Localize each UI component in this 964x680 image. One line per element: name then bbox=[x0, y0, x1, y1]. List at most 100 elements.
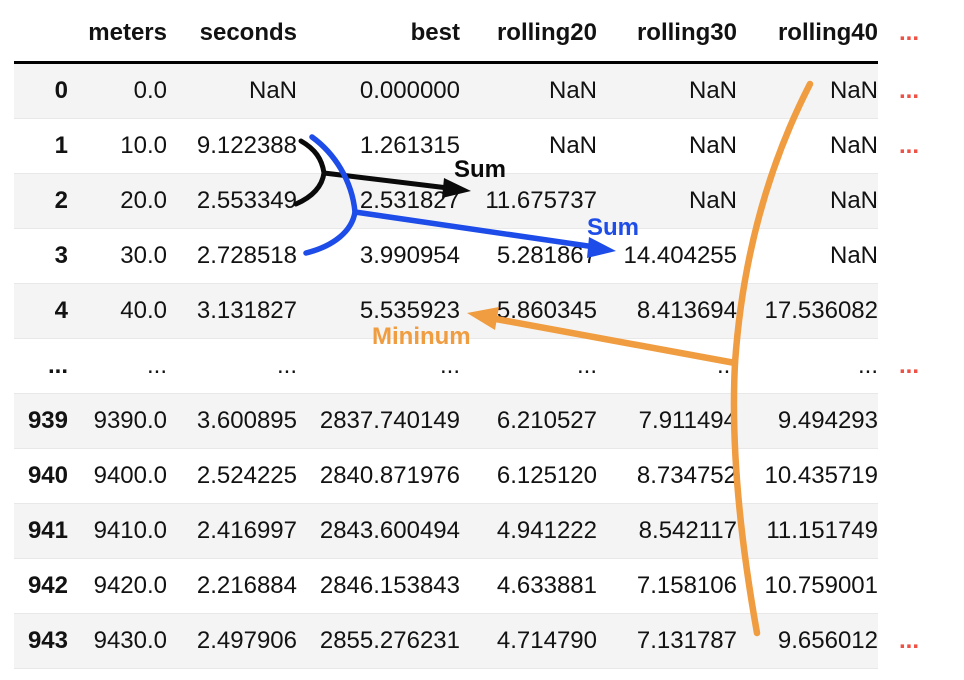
table-cell: 2.216884 bbox=[167, 558, 297, 614]
column-header-index bbox=[14, 4, 68, 64]
row-index: ... bbox=[14, 338, 68, 394]
table-cell: 14.404255 bbox=[597, 228, 737, 284]
table-cell: 2.531827 bbox=[297, 173, 460, 229]
table-cell: 8.413694 bbox=[597, 283, 737, 339]
minimum-label: Mininum bbox=[372, 323, 471, 350]
column-header-rolling40: rolling40 bbox=[737, 4, 878, 64]
table-cell: 5.860345 bbox=[460, 283, 597, 339]
more-columns-ellipsis bbox=[878, 394, 964, 449]
table-row: 942 9420.0 2.216884 2846.153843 4.633881… bbox=[14, 558, 964, 614]
row-index: 3 bbox=[14, 228, 68, 284]
table-cell: 0.0 bbox=[68, 62, 167, 119]
column-header-rolling30: rolling30 bbox=[597, 4, 737, 64]
table-cell: 9.494293 bbox=[737, 393, 878, 449]
table-cell: 2843.600494 bbox=[297, 503, 460, 559]
table-cell: 0.000000 bbox=[297, 62, 460, 119]
table-cell: 9.656012 bbox=[737, 613, 878, 669]
more-columns-ellipsis: ... bbox=[898, 352, 919, 379]
table-cell: 2.728518 bbox=[167, 228, 297, 284]
table-cell: 8.542117 bbox=[597, 503, 737, 559]
table-cell: 8.734752 bbox=[597, 448, 737, 504]
table-cell: 2840.871976 bbox=[297, 448, 460, 504]
more-columns-ellipsis bbox=[878, 284, 964, 339]
header-row: meters seconds best rolling20 rolling30 … bbox=[14, 4, 964, 64]
dataframe-table: meters seconds best rolling20 rolling30 … bbox=[14, 4, 964, 669]
table-row: 941 9410.0 2.416997 2843.600494 4.941222… bbox=[14, 503, 964, 559]
table-cell: 9420.0 bbox=[68, 558, 167, 614]
table-cell: 9400.0 bbox=[68, 448, 167, 504]
table-cell: 9410.0 bbox=[68, 503, 167, 559]
table-cell: 2.524225 bbox=[167, 448, 297, 504]
table-cell: ... bbox=[460, 338, 597, 394]
more-columns-ellipsis bbox=[878, 229, 964, 284]
row-index: 939 bbox=[14, 393, 68, 449]
table-cell: 5.535923 bbox=[297, 283, 460, 339]
row-index: 942 bbox=[14, 558, 68, 614]
table-cell: NaN bbox=[597, 118, 737, 174]
table-cell: ... bbox=[68, 338, 167, 394]
table-cell: 4.633881 bbox=[460, 558, 597, 614]
more-columns-ellipsis: ... bbox=[898, 19, 919, 47]
table-cell: NaN bbox=[737, 62, 878, 119]
column-header-meters: meters bbox=[68, 4, 167, 64]
table-cell: 20.0 bbox=[68, 173, 167, 229]
table-cell: 9430.0 bbox=[68, 613, 167, 669]
more-columns-ellipsis: ... bbox=[898, 132, 919, 159]
column-header-seconds: seconds bbox=[167, 4, 297, 64]
table-cell: NaN bbox=[737, 173, 878, 229]
table-row: 943 9430.0 2.497906 2855.276231 4.714790… bbox=[14, 613, 964, 669]
table-cell: NaN bbox=[737, 228, 878, 284]
table-cell: 6.125120 bbox=[460, 448, 597, 504]
table-cell: NaN bbox=[597, 62, 737, 119]
table-row: 0 0.0 NaN 0.000000 NaN NaN NaN ... bbox=[14, 62, 964, 119]
row-index: 941 bbox=[14, 503, 68, 559]
column-header-best: best bbox=[297, 4, 460, 64]
table-cell: 3.131827 bbox=[167, 283, 297, 339]
row-index: 943 bbox=[14, 613, 68, 669]
table-cell: 40.0 bbox=[68, 283, 167, 339]
row-index: 4 bbox=[14, 283, 68, 339]
table-cell: ... bbox=[597, 338, 737, 394]
table-cell: 11.151749 bbox=[737, 503, 878, 559]
table-cell: 6.210527 bbox=[460, 393, 597, 449]
table-cell: 2837.740149 bbox=[297, 393, 460, 449]
table-cell: NaN bbox=[167, 62, 297, 119]
table-cell: NaN bbox=[597, 173, 737, 229]
row-index: 940 bbox=[14, 448, 68, 504]
table-cell: NaN bbox=[460, 118, 597, 174]
table-row: 939 9390.0 3.600895 2837.740149 6.210527… bbox=[14, 393, 964, 449]
table-cell: 9390.0 bbox=[68, 393, 167, 449]
more-columns-ellipsis: ... bbox=[898, 627, 919, 654]
more-columns-ellipsis bbox=[878, 504, 964, 559]
table-cell: 4.714790 bbox=[460, 613, 597, 669]
more-columns-ellipsis bbox=[878, 449, 964, 504]
sum-label-black: Sum bbox=[454, 156, 507, 183]
table-cell: 5.281867 bbox=[460, 228, 597, 284]
table-row: 3 30.0 2.728518 3.990954 5.281867 14.404… bbox=[14, 228, 964, 284]
row-index: 1 bbox=[14, 118, 68, 174]
table-cell: 2.416997 bbox=[167, 503, 297, 559]
table-cell: NaN bbox=[737, 118, 878, 174]
row-index: 0 bbox=[14, 62, 68, 119]
table-cell: 17.536082 bbox=[737, 283, 878, 339]
table-row: 4 40.0 3.131827 5.535923 5.860345 8.4136… bbox=[14, 283, 964, 339]
table-cell: 3.990954 bbox=[297, 228, 460, 284]
table-cell: 7.158106 bbox=[597, 558, 737, 614]
sum-label-blue: Sum bbox=[587, 214, 640, 241]
table-row: 940 9400.0 2.524225 2840.871976 6.125120… bbox=[14, 448, 964, 504]
table-cell: 10.0 bbox=[68, 118, 167, 174]
table-cell: 7.911494 bbox=[597, 393, 737, 449]
dataframe: meters seconds best rolling20 rolling30 … bbox=[14, 4, 964, 669]
more-columns-ellipsis bbox=[878, 174, 964, 229]
table-cell: ... bbox=[297, 338, 460, 394]
table-cell: 2855.276231 bbox=[297, 613, 460, 669]
more-columns-ellipsis bbox=[878, 559, 964, 614]
table-cell: NaN bbox=[460, 62, 597, 119]
table-cell: 30.0 bbox=[68, 228, 167, 284]
more-columns-ellipsis: ... bbox=[898, 76, 919, 104]
table-cell: 9.122388 bbox=[167, 118, 297, 174]
table-cell: 3.600895 bbox=[167, 393, 297, 449]
table-cell: ... bbox=[167, 338, 297, 394]
table-cell: 10.435719 bbox=[737, 448, 878, 504]
table-cell: 10.759001 bbox=[737, 558, 878, 614]
